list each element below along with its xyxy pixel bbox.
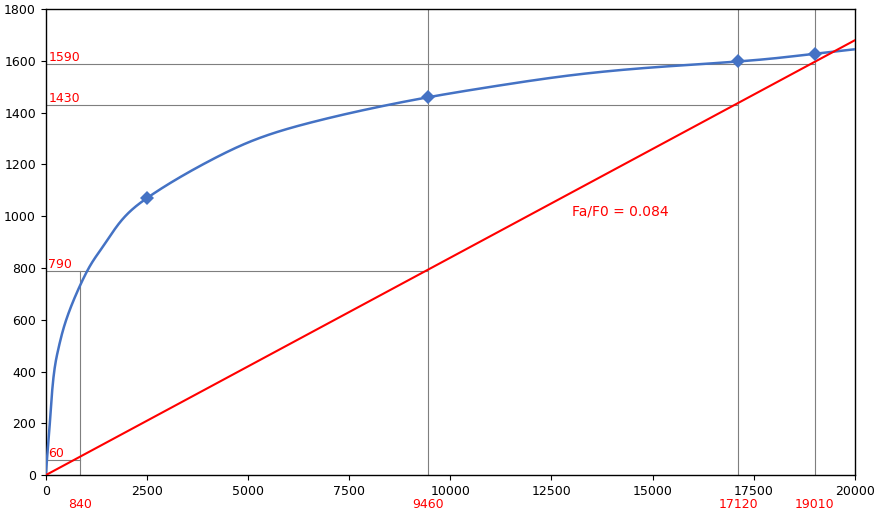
Text: 1430: 1430 <box>48 92 80 105</box>
Text: 17120: 17120 <box>717 498 758 511</box>
Text: 840: 840 <box>68 498 91 511</box>
Text: 19010: 19010 <box>794 498 834 511</box>
Text: 60: 60 <box>48 446 64 460</box>
Text: 9460: 9460 <box>412 498 443 511</box>
Text: 1590: 1590 <box>48 51 80 63</box>
Text: Fa/F0 = 0.084: Fa/F0 = 0.084 <box>571 204 667 218</box>
Text: 790: 790 <box>48 258 72 271</box>
